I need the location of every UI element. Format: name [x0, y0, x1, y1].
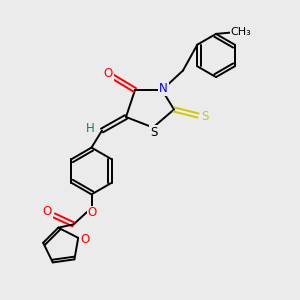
Text: S: S [201, 110, 208, 124]
Text: H: H [86, 122, 95, 136]
Text: O: O [88, 206, 97, 220]
Text: O: O [80, 233, 89, 246]
Text: O: O [103, 67, 112, 80]
Text: CH₃: CH₃ [230, 27, 251, 38]
Text: O: O [43, 205, 52, 218]
Text: S: S [150, 126, 157, 140]
Text: N: N [159, 82, 168, 95]
